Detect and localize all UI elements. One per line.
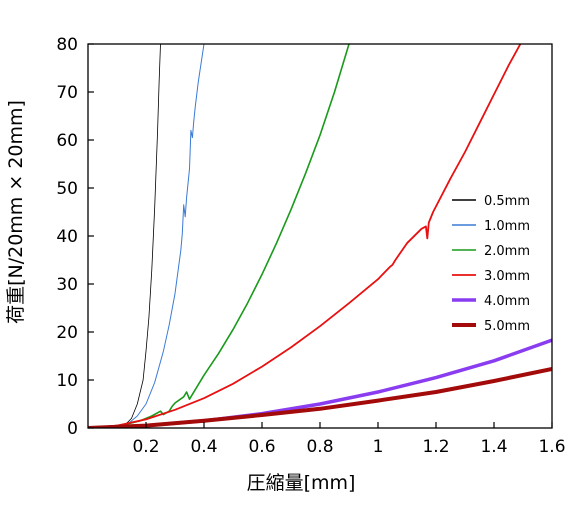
series-line-1-0mm: [88, 44, 205, 428]
y-tick-label: 0: [67, 419, 78, 439]
legend-label-3-0mm: 3.0mm: [484, 269, 530, 284]
legend-label-2-0mm: 2.0mm: [484, 244, 530, 259]
y-tick-label: 70: [56, 83, 78, 103]
x-tick-label: 1.4: [480, 437, 507, 457]
axes-layer: 0.2 0.4 0.6 0.8 1 1.2 1.4 1.6 0 10 20 30 40 50 60 70 80: [56, 35, 565, 457]
x-tick-label: 0.4: [190, 437, 217, 457]
x-tick-label: 0.2: [132, 437, 159, 457]
legend: 0.5mm 1.0mm 2.0mm 3.0mm 4.0mm 5.0mm: [452, 194, 530, 334]
series-line-0-5mm: [88, 44, 161, 428]
series-layer: [88, 44, 552, 428]
y-tick-label: 50: [56, 179, 78, 199]
legend-label-5-0mm: 5.0mm: [484, 319, 530, 334]
series-line-3-0mm: [88, 44, 522, 428]
y-tick-label: 20: [56, 323, 78, 343]
y-axis-title: 荷重[N/20mm × 20mm]: [5, 100, 27, 324]
x-tick-label: 0.8: [306, 437, 333, 457]
series-line-2-0mm: [88, 44, 350, 428]
x-tick-label: 0.6: [248, 437, 275, 457]
y-tick-label: 60: [56, 131, 78, 151]
y-tick-label: 80: [56, 35, 78, 55]
y-tick-label: 30: [56, 275, 78, 295]
legend-label-1-0mm: 1.0mm: [484, 219, 530, 234]
legend-label-0-5mm: 0.5mm: [484, 194, 530, 209]
x-tick-label: 1.2: [422, 437, 449, 457]
x-axis-title: 圧縮量[mm]: [247, 472, 356, 494]
legend-label-4-0mm: 4.0mm: [484, 294, 530, 309]
x-tick-label: 1: [373, 437, 384, 457]
y-tick-label: 40: [56, 227, 78, 247]
y-tick-label: 10: [56, 371, 78, 391]
series-line-5-0mm: [88, 367, 552, 428]
x-tick-label: 1.6: [538, 437, 565, 457]
